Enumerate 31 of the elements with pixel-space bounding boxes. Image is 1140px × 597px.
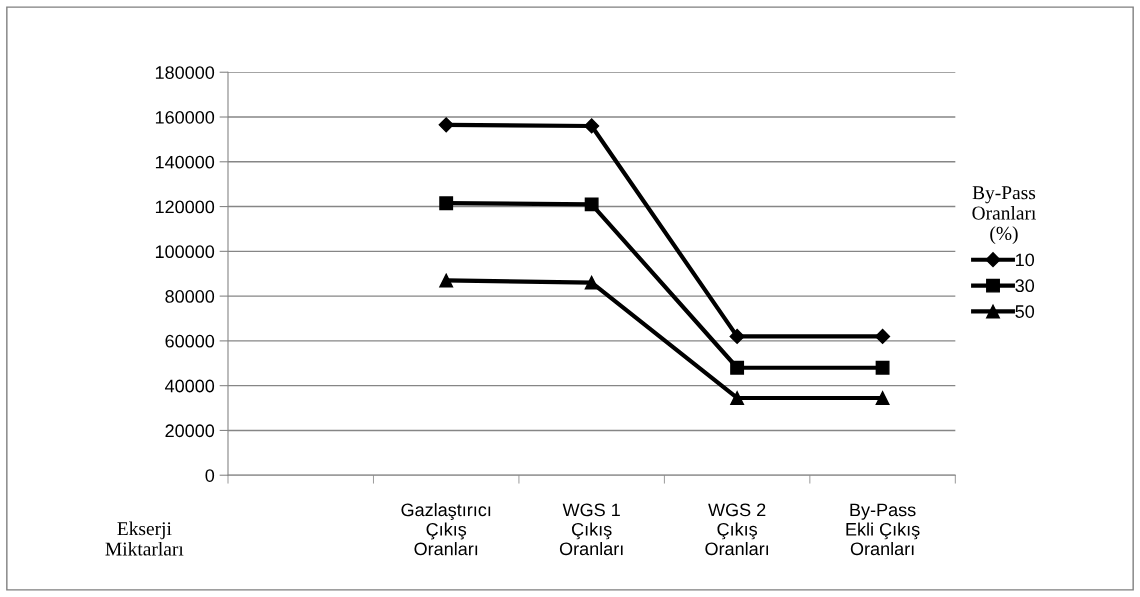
y-tick-label: 40000 (165, 379, 215, 393)
point (730, 391, 745, 405)
y-tick-label: 180000 (155, 66, 215, 79)
y-axis-title: Ekserji Miktarları (105, 521, 184, 556)
y-tick-label: 120000 (155, 200, 215, 214)
point (584, 118, 600, 134)
point (439, 273, 454, 288)
y-tick-label: 80000 (165, 290, 215, 303)
legend-label: 50 (1015, 305, 1035, 318)
y-tick-label: 20000 (165, 424, 215, 438)
x-tick-label: WGS 2 Çıkış Oranları (705, 503, 769, 556)
point (875, 328, 891, 344)
point (584, 275, 599, 290)
point (438, 117, 454, 133)
point (584, 197, 599, 212)
y-tick-label: 0 (205, 469, 215, 482)
point (875, 391, 890, 405)
y-tick-label: 160000 (155, 110, 215, 124)
legend-label: 30 (1015, 279, 1035, 293)
point (730, 360, 745, 375)
legend-label: 10 (1016, 253, 1035, 267)
x-tick-label: By-Pass Ekli Çıkış Oranları (846, 503, 920, 556)
y-tick-label: 100000 (155, 245, 215, 259)
point (875, 360, 890, 375)
legend-title: By-Pass Oranları (%) (972, 186, 1036, 244)
point (729, 328, 745, 344)
point (439, 196, 454, 211)
x-tick-label: WGS 1 Çıkış Oranları (559, 503, 623, 556)
x-tick-label: Gazlaştırıcı Çıkış Oranları (401, 502, 491, 556)
y-tick-label: 60000 (165, 334, 215, 348)
y-tick-label: 140000 (155, 155, 215, 169)
